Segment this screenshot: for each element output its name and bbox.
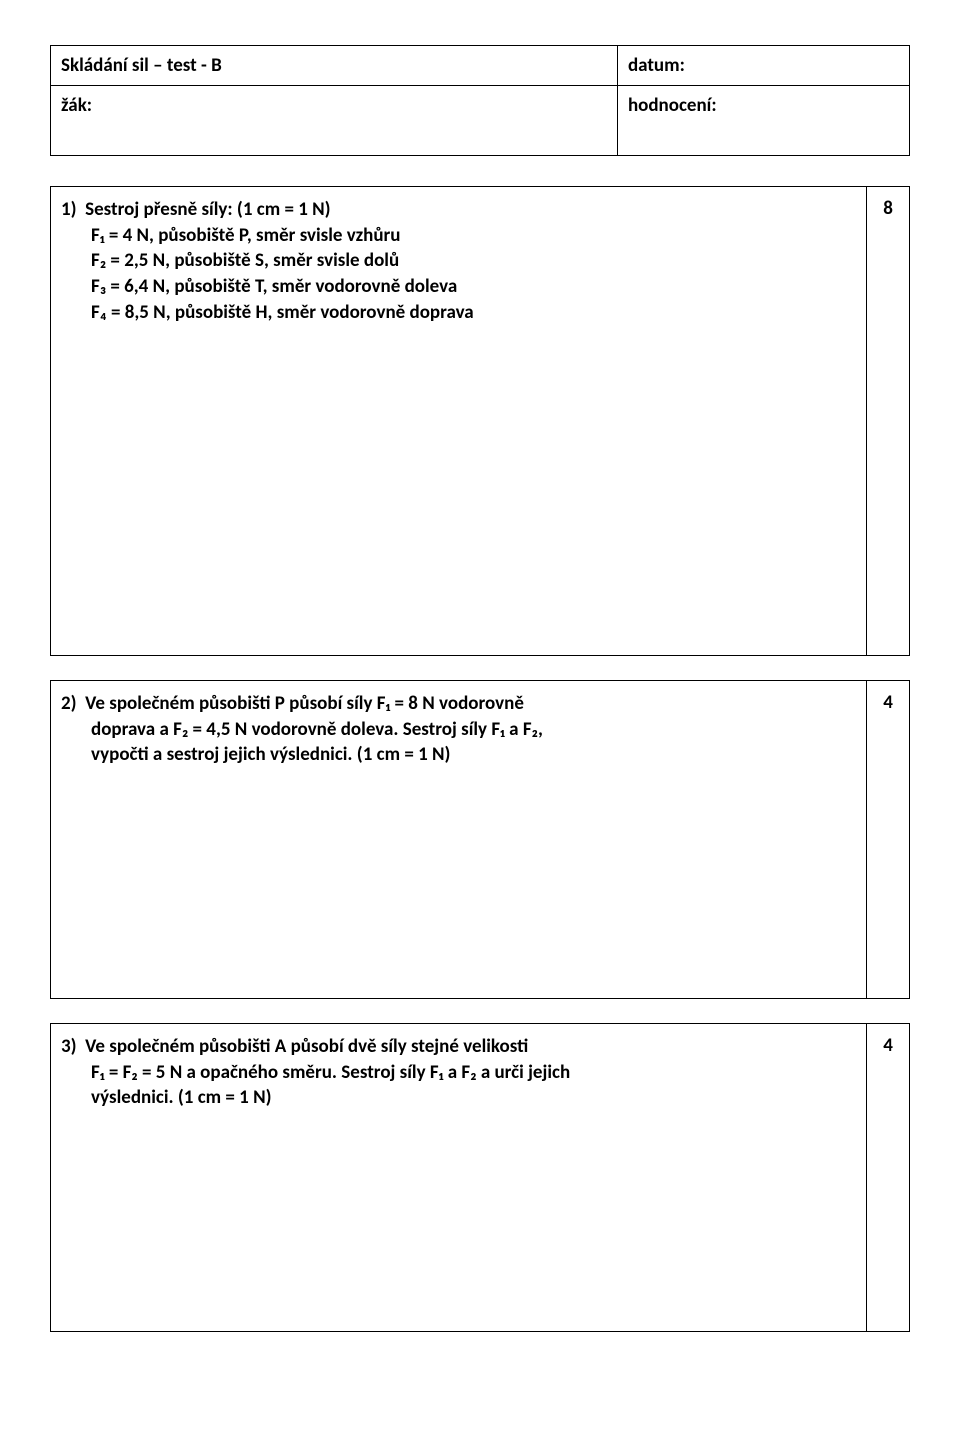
question1-text: 1) Sestroj přesně síly: (1 cm = 1 N) F₁ … [61,197,856,325]
q1-line1: 1) Sestroj přesně síly: (1 cm = 1 N) [61,197,856,223]
grade-label: hodnocení: [628,94,717,117]
question1-table: 1) Sestroj přesně síly: (1 cm = 1 N) F₁ … [50,186,910,656]
question3-table: 3) Ve společném působišti A působí dvě s… [50,1023,910,1332]
q3-score: 4 [883,1034,893,1057]
q2-line2: doprava a F₂ = 4,5 N vodorovně doleva. S… [61,717,856,743]
q2-line3: vypočti a sestroj jejich výslednici. (1 … [61,742,856,768]
question2-cell: 2) Ve společném působišti P působí síly … [51,681,867,999]
q3-workspace [61,1111,856,1331]
q3-line3: výslednici. (1 cm = 1 N) [61,1085,856,1111]
q1-workspace [61,325,856,655]
q1-score: 8 [883,197,893,220]
test-title: Skládání sil – test - B [61,54,222,77]
date-label: datum: [628,54,685,77]
q2-workspace [61,768,856,998]
student-label: žák: [61,94,92,117]
q3-line1: 3) Ve společném působišti A působí dvě s… [61,1034,856,1060]
q1-line2: F₁ = 4 N, působiště P, směr svisle vzhůr… [61,223,856,249]
question2-text: 2) Ve společném působišti P působí síly … [61,691,856,768]
header-table: Skládání sil – test - B datum: žák: hodn… [50,45,910,156]
date-cell: datum: [617,46,909,86]
question3-cell: 3) Ve společném působišti A působí dvě s… [51,1024,867,1332]
q1-score-cell: 8 [867,187,910,656]
question3-text: 3) Ve společném působišti A působí dvě s… [61,1034,856,1111]
question1-cell: 1) Sestroj přesně síly: (1 cm = 1 N) F₁ … [51,187,867,656]
title-cell: Skládání sil – test - B [51,46,618,86]
q2-score: 4 [883,691,893,714]
grade-cell: hodnocení: [617,86,909,156]
student-cell: žák: [51,86,618,156]
q2-line1: 2) Ve společném působišti P působí síly … [61,691,856,717]
q1-line4: F₃ = 6,4 N, působiště T, směr vodorovně … [61,274,856,300]
q3-score-cell: 4 [867,1024,910,1332]
question2-table: 2) Ve společném působišti P působí síly … [50,680,910,999]
q1-line5: F₄ = 8,5 N, působiště H, směr vodorovně … [61,300,856,326]
spacer [50,156,910,186]
q2-score-cell: 4 [867,681,910,999]
q3-line2: F₁ = F₂ = 5 N a opačného směru. Sestroj … [61,1060,856,1086]
q1-line3: F₂ = 2,5 N, působiště S, směr svisle dol… [61,248,856,274]
